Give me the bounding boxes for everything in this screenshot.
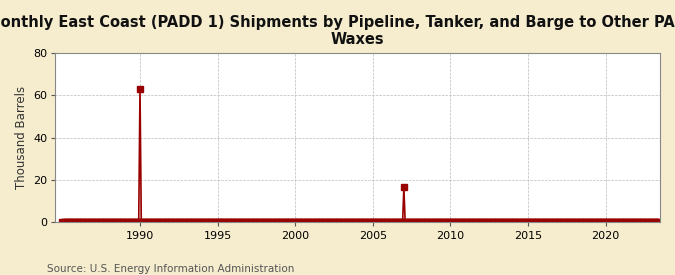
Title: Monthly East Coast (PADD 1) Shipments by Pipeline, Tanker, and Barge to Other PA: Monthly East Coast (PADD 1) Shipments by… <box>0 15 675 47</box>
Text: Source: U.S. Energy Information Administration: Source: U.S. Energy Information Administ… <box>47 264 294 274</box>
Y-axis label: Thousand Barrels: Thousand Barrels <box>15 86 28 189</box>
